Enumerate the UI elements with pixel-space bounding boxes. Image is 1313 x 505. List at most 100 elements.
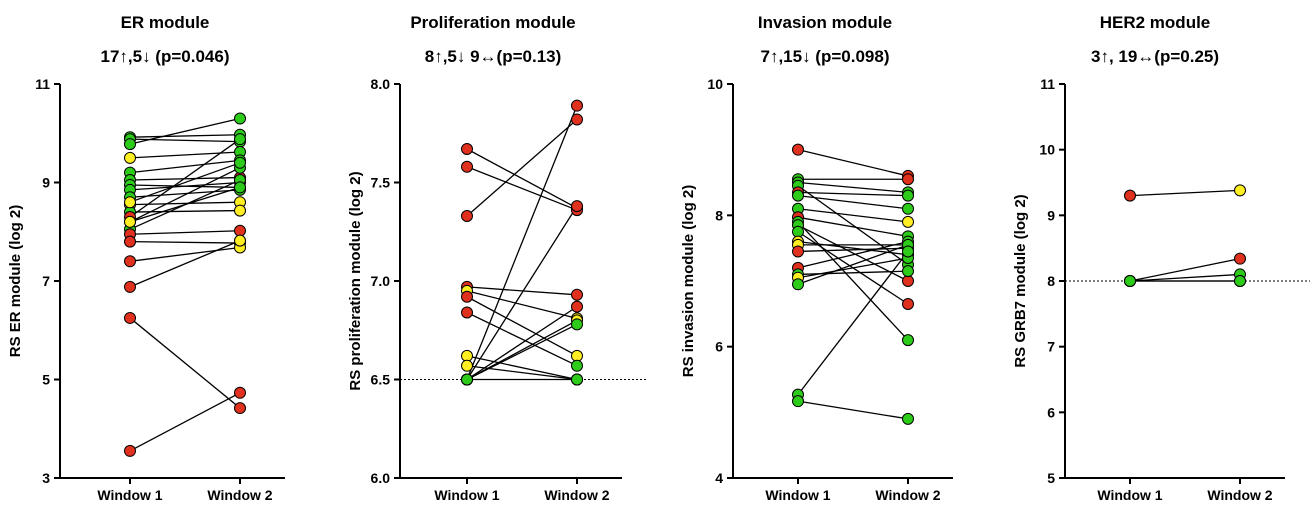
x-tick-label: Window 1 (434, 487, 499, 503)
pair-line (466, 311, 578, 367)
data-point-window-2 (902, 334, 914, 347)
pair-line (797, 257, 909, 279)
chart-title: ER module (121, 13, 210, 32)
y-tick-label: 4 (715, 470, 723, 486)
data-point-window-2 (234, 204, 246, 217)
pair-line (129, 151, 241, 159)
data-point-window-2 (902, 265, 914, 278)
chart-panel-4: HER2 module 3↑, 19↔(p=0.25) RS GRB7 module… (1012, 13, 1310, 503)
data-point-window-1 (124, 215, 136, 228)
y-axis-label: RS invasion module (log 2) (680, 185, 697, 378)
x-tick-label: Window 1 (1097, 487, 1162, 503)
y-axis-label: RS proliferation module (log 2) (347, 171, 364, 390)
chart-panel-1: ER module 17↑,5↓ (p=0.046) RS ER module (l… (7, 13, 285, 503)
chart-panel-2: Proliferation module 8↑,5↓ 9↔(p=0.13) RS p… (347, 13, 647, 503)
pair-line (129, 209, 241, 213)
pair-line (797, 240, 909, 256)
x-tick-label: Window 2 (207, 487, 272, 503)
pair-line (129, 159, 241, 174)
data-point-window-2 (1234, 252, 1246, 265)
data-point-window-2 (571, 113, 583, 126)
y-tick-label: 7 (42, 273, 50, 289)
pair-line (797, 149, 909, 177)
pair-line (129, 317, 241, 409)
pair-line (129, 240, 241, 288)
data-point-window-1 (461, 373, 473, 386)
data-point-window-1 (461, 143, 473, 156)
pair-line (797, 251, 909, 395)
y-tick-label: 6 (715, 339, 723, 355)
pair-line (129, 134, 241, 138)
chart-subtitle: 7↑,15↓ (p=0.098) (761, 47, 890, 66)
y-axis-label: RS GRB7 module (log 2) (1012, 194, 1029, 367)
data-point-window-1 (124, 255, 136, 268)
y-tick-label: 6 (1047, 404, 1055, 420)
data-point-window-2 (571, 300, 583, 313)
pair-line (797, 194, 909, 210)
chart-subtitle: 8↑,5↓ 9↔(p=0.13) (425, 47, 562, 66)
pair-line (797, 240, 909, 269)
pair-line (797, 181, 909, 193)
data-point-window-1 (124, 138, 136, 151)
data-point-window-2 (234, 133, 246, 146)
data-point-window-1 (461, 306, 473, 319)
data-point-window-2 (1234, 275, 1246, 287)
pair-line (129, 186, 241, 223)
pair-line (466, 205, 578, 380)
data-point-window-1 (461, 290, 473, 303)
chart-title: HER2 module (1100, 13, 1211, 32)
data-point-window-2 (571, 99, 583, 112)
data-point-window-1 (792, 278, 804, 291)
data-point-window-1 (124, 311, 136, 324)
y-tick-label: 8.0 (371, 76, 391, 92)
pair-line (129, 246, 241, 262)
pair-line (1129, 273, 1241, 282)
data-point-window-1 (461, 359, 473, 372)
pair-line (466, 105, 578, 380)
data-point-window-2 (571, 288, 583, 301)
x-tick-label: Window 1 (765, 487, 830, 503)
data-point-window-2 (234, 234, 246, 247)
pair-line (797, 216, 909, 237)
pair-line (1129, 189, 1241, 197)
data-point-window-2 (902, 245, 914, 258)
data-point-window-1 (792, 189, 804, 202)
data-point-window-2 (571, 200, 583, 213)
data-point-window-2 (902, 202, 914, 215)
chart-panel-3: Invasion module 7↑,15↓ (p=0.098) RS invasi… (680, 13, 953, 503)
pair-line (129, 240, 241, 244)
chart-title: Proliferation module (410, 13, 575, 32)
pair-line (466, 296, 578, 357)
data-point-window-2 (1234, 184, 1246, 197)
pair-line (466, 355, 578, 381)
pair-line (129, 167, 241, 223)
data-point-window-2 (902, 173, 914, 186)
data-point-window-2 (234, 156, 246, 169)
y-tick-label: 9 (42, 175, 50, 191)
pair-line (129, 230, 241, 235)
data-point-window-2 (571, 359, 583, 372)
pair-line (129, 138, 241, 218)
pair-line (797, 191, 909, 197)
data-point-window-2 (234, 112, 246, 125)
y-axis-label: RS ER module (log 2) (7, 205, 24, 358)
pair-line (466, 323, 578, 381)
y-tick-label: 7 (1047, 339, 1055, 355)
y-tick-label: 9 (1047, 207, 1055, 223)
y-tick-label: 11 (1040, 76, 1055, 92)
y-tick-label: 6.5 (371, 372, 391, 388)
x-tick-label: Window 2 (875, 487, 940, 503)
x-tick-label: Window 2 (1207, 487, 1272, 503)
pair-line (466, 290, 578, 320)
pair-line (797, 400, 909, 420)
pair-line (797, 247, 909, 253)
data-point-window-1 (124, 196, 136, 209)
y-tick-label: 11 (35, 76, 50, 92)
pair-line (797, 244, 909, 285)
data-point-window-2 (902, 412, 914, 425)
pair-line (129, 117, 241, 145)
y-tick-label: 5 (42, 372, 50, 388)
chart-subtitle: 17↑,5↓ (p=0.046) (101, 47, 230, 66)
data-point-window-1 (792, 245, 804, 258)
